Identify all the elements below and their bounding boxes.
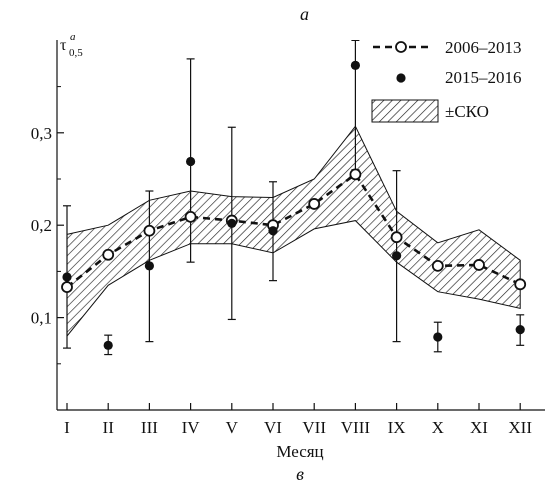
- data-point-2015-2016: [268, 226, 278, 236]
- x-tick-label: VI: [264, 418, 282, 437]
- data-point-2006-2013: [143, 224, 156, 237]
- x-tick-label: XI: [470, 418, 488, 437]
- x-tick-label: III: [141, 418, 158, 437]
- legend-label-sko: ±СКО: [445, 102, 489, 121]
- y-axis-title-base: τ: [60, 37, 67, 54]
- data-point-2015-2016: [350, 60, 360, 70]
- y-axis-title-sub: 0,5: [69, 47, 83, 59]
- y-axis-title-sup: a: [70, 31, 76, 43]
- data-point-2015-2016: [62, 272, 72, 282]
- x-tick-label: IX: [388, 418, 406, 437]
- data-point-2006-2013: [308, 198, 321, 210]
- legend-label-2015-2016: 2015–2016: [445, 68, 522, 87]
- data-point-2015-2016: [392, 251, 402, 261]
- legend-marker-2015-2016: [396, 73, 406, 83]
- data-point-2006-2013: [514, 278, 527, 291]
- x-ticks: I II III IV V VI VII VIII IX X XI XII: [64, 403, 532, 437]
- x-tick-label: I: [64, 418, 70, 437]
- legend: 2006–2013 2015–2016 ±СКО: [371, 38, 522, 123]
- legend-label-2006-2013: 2006–2013: [445, 38, 522, 57]
- panel-label-top: a: [300, 4, 309, 24]
- y-tick-label: 0,1: [31, 309, 52, 328]
- data-point-2006-2013: [349, 168, 362, 181]
- legend-swatch-sko: [371, 99, 439, 123]
- data-point-2006-2013: [61, 281, 73, 294]
- data-point-2006-2013: [102, 248, 115, 261]
- data-point-2006-2013: [184, 210, 197, 223]
- data-point-2015-2016: [515, 325, 525, 335]
- y-axis-title: τ a 0,5: [60, 31, 83, 59]
- x-axis-title: Месяц: [276, 442, 323, 461]
- series-2015-2016: [62, 60, 525, 350]
- x-tick-label: X: [432, 418, 444, 437]
- data-point-2006-2013: [431, 259, 444, 272]
- sko-band-area: [66, 125, 521, 338]
- panel-label-bottom: в: [296, 464, 304, 484]
- data-point-2015-2016: [144, 261, 154, 271]
- x-tick-label: IV: [182, 418, 201, 437]
- data-point-2015-2016: [227, 218, 237, 228]
- y-tick-label: 0,2: [31, 216, 52, 235]
- x-tick-label: VIII: [341, 418, 371, 437]
- data-point-2015-2016: [433, 332, 443, 342]
- data-point-2015-2016: [103, 340, 113, 350]
- data-point-2015-2016: [186, 156, 196, 167]
- x-tick-label: VII: [302, 418, 326, 437]
- sko-band: [66, 125, 521, 338]
- legend-marker-2006-2013: [395, 41, 407, 53]
- y-ticks: 0,1 0,2 0,3: [31, 86, 64, 365]
- y-tick-label: 0,3: [31, 124, 52, 143]
- data-point-2006-2013: [473, 259, 485, 271]
- x-tick-label: II: [103, 418, 115, 437]
- x-tick-label: V: [226, 418, 239, 437]
- data-point-2006-2013: [390, 231, 403, 244]
- x-tick-label: XII: [508, 418, 532, 437]
